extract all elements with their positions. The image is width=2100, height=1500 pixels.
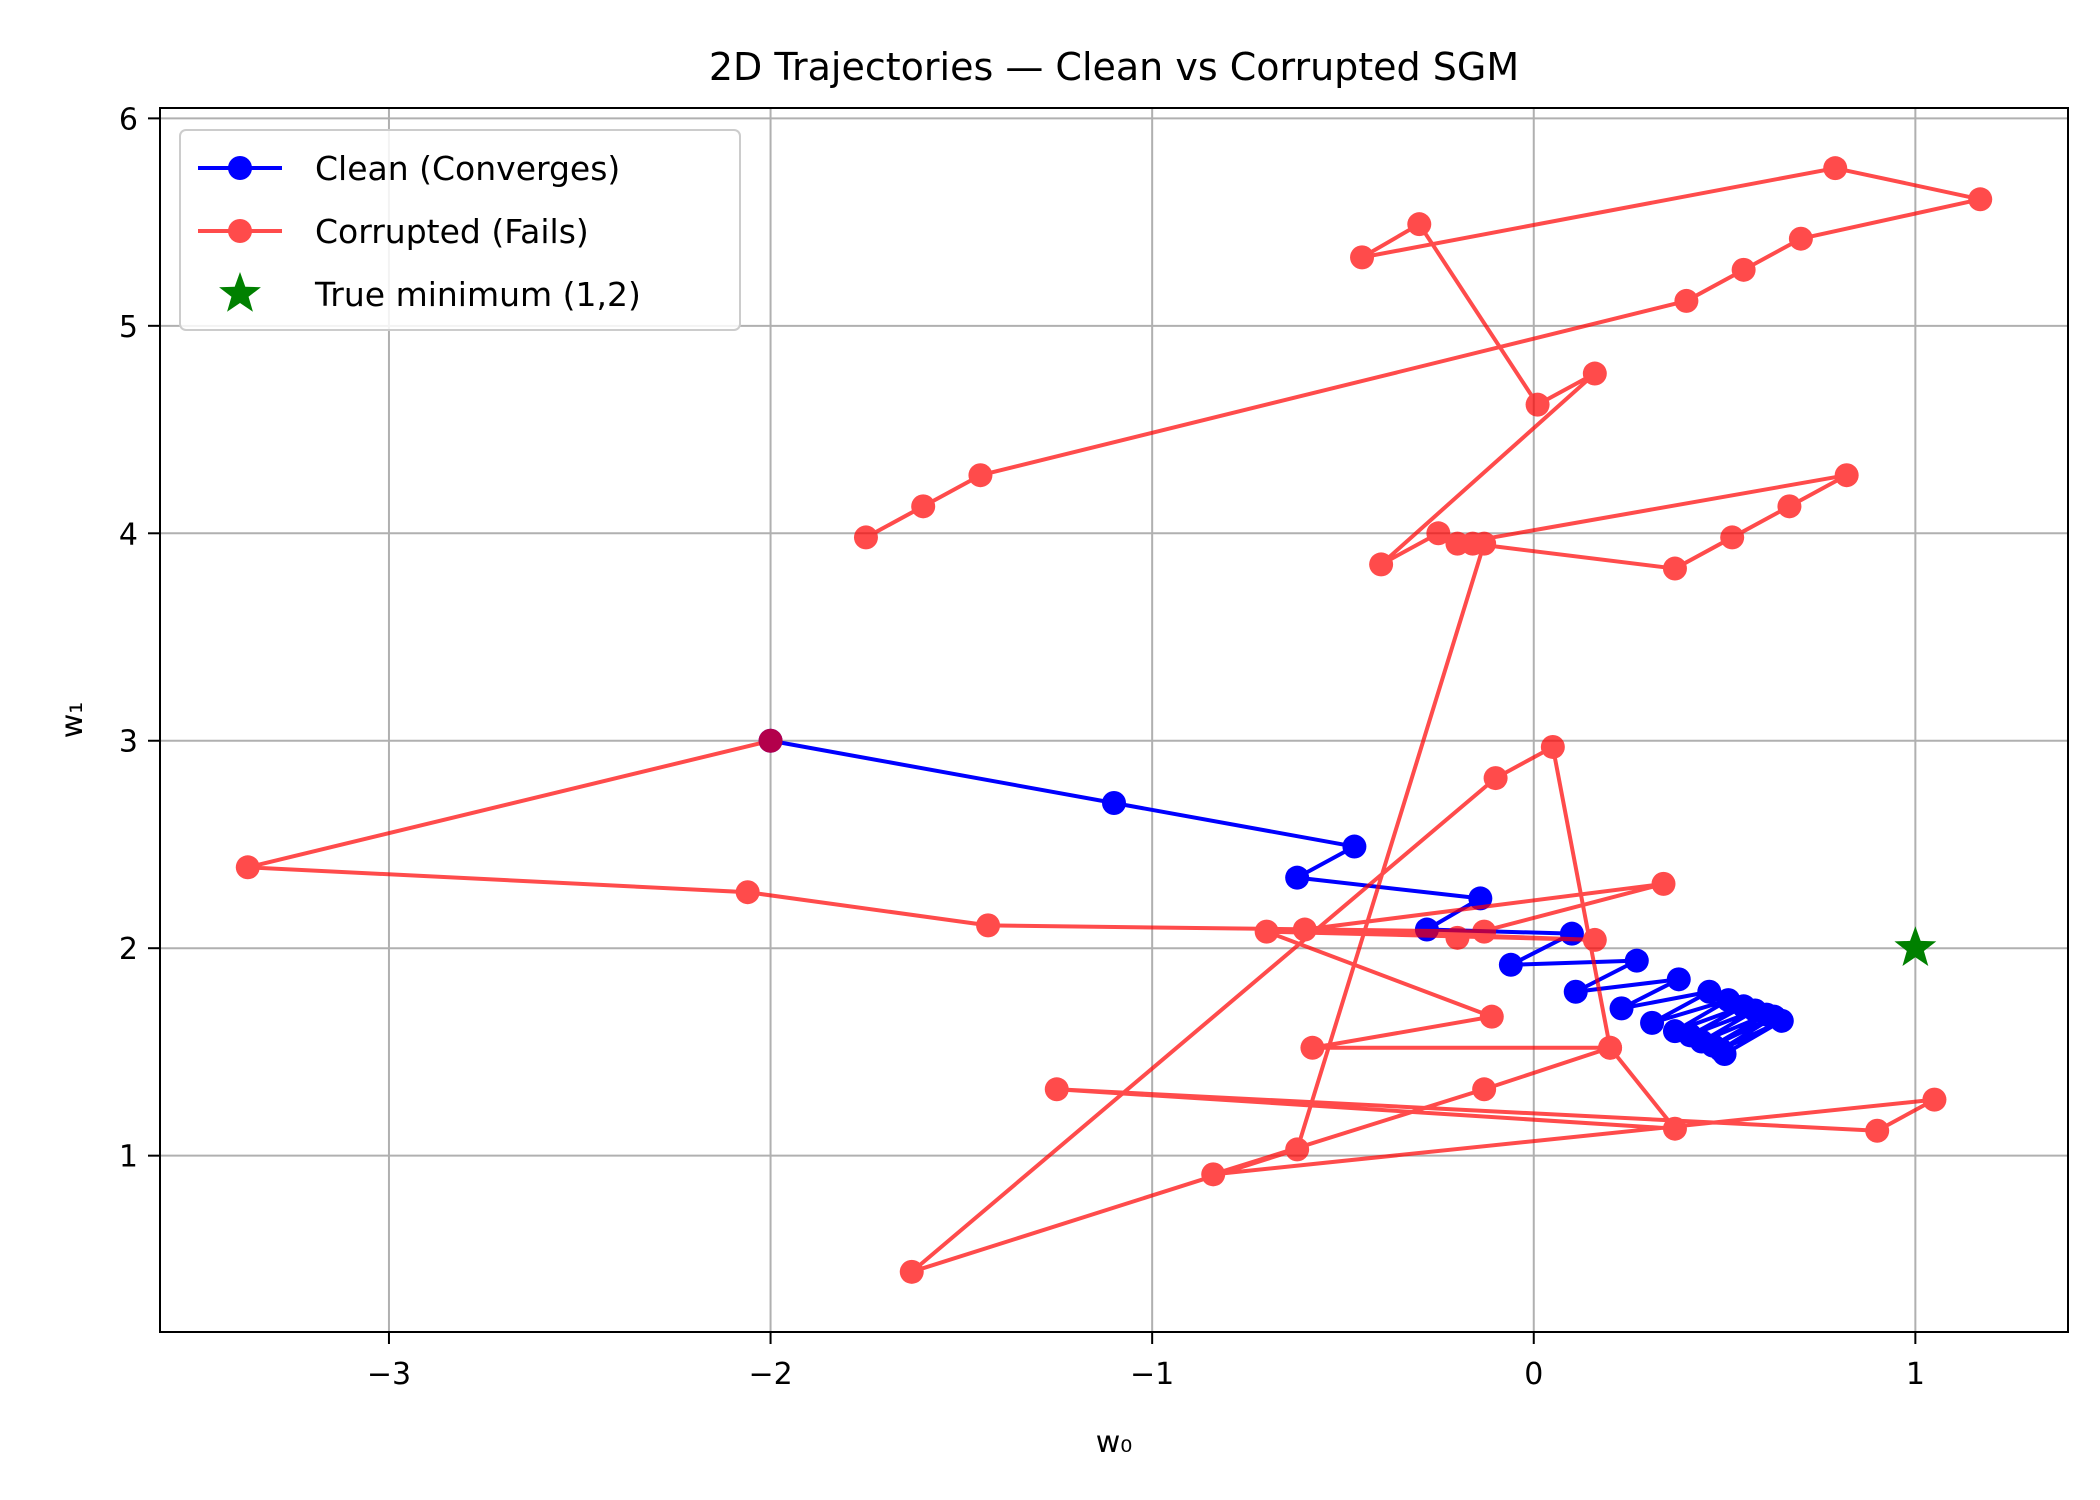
data-point xyxy=(853,525,878,550)
data-point xyxy=(976,913,1001,938)
axes-frame xyxy=(159,107,2069,1333)
data-point xyxy=(1712,1042,1737,1067)
data-point xyxy=(1498,952,1523,977)
data-point xyxy=(1300,1035,1325,1060)
y-axis-label: w₁ xyxy=(55,702,90,739)
data-point xyxy=(1559,921,1584,946)
x-tick-label: 1 xyxy=(1906,1357,1925,1392)
series-1 xyxy=(235,156,1993,1284)
data-point xyxy=(1445,531,1470,556)
data-point xyxy=(1609,996,1634,1021)
grid xyxy=(160,108,2068,1332)
data-point xyxy=(1540,734,1565,759)
legend-star-icon xyxy=(219,272,261,312)
data-point xyxy=(1582,927,1607,952)
data-point xyxy=(1369,552,1394,577)
data-point xyxy=(1662,1116,1687,1141)
data-point xyxy=(1285,1137,1310,1162)
data-point xyxy=(1598,1035,1623,1060)
data-point xyxy=(1483,766,1508,791)
data-point xyxy=(1662,556,1687,581)
legend-label: Clean (Converges) xyxy=(315,149,620,188)
data-point xyxy=(1479,1004,1504,1029)
chart-title: 2D Trajectories — Clean vs Corrupted SGM xyxy=(709,45,1519,89)
y-tick-label: 5 xyxy=(119,310,138,345)
data-point xyxy=(968,463,993,488)
true-minimum-star xyxy=(1894,926,1937,966)
legend-marker xyxy=(228,156,252,180)
data-point xyxy=(1788,226,1813,251)
x-axis-label: w₀ xyxy=(1096,1425,1133,1460)
data-point xyxy=(1865,1118,1890,1143)
y-tick-label: 3 xyxy=(119,725,138,760)
data-point xyxy=(1426,521,1451,546)
data-point xyxy=(1834,463,1859,488)
x-tick-label: 0 xyxy=(1524,1357,1543,1392)
legend-label: Corrupted (Fails) xyxy=(315,212,589,251)
plot-area xyxy=(235,156,1993,1284)
data-point xyxy=(1769,1008,1794,1033)
data-point xyxy=(1697,979,1722,1004)
data-point xyxy=(1640,1010,1665,1035)
legend-line-icon xyxy=(198,219,282,243)
data-point xyxy=(1468,886,1493,911)
legend-label: True minimum (1,2) xyxy=(314,275,641,314)
data-point xyxy=(1823,156,1848,181)
series-0 xyxy=(758,728,1794,1067)
data-point xyxy=(735,880,760,905)
data-point xyxy=(1292,917,1317,942)
data-point xyxy=(899,1259,924,1284)
data-point xyxy=(1666,967,1691,992)
ticks: −3 −2 −1 0 1 1 2 3 4 5 6 xyxy=(119,102,1925,1392)
data-point xyxy=(1624,948,1649,973)
data-point xyxy=(1777,494,1802,519)
data-point xyxy=(1044,1077,1069,1102)
series-line xyxy=(245,166,1983,1274)
data-point xyxy=(1102,790,1126,815)
data-point xyxy=(1525,392,1550,417)
data-point xyxy=(1731,257,1756,282)
y-tick-label: 2 xyxy=(119,932,138,967)
legend-item: Clean (Converges) xyxy=(198,149,620,188)
legend-marker xyxy=(228,219,252,243)
legend: Clean (Converges) Corrupted (Fails) True m… xyxy=(179,129,741,331)
data-point xyxy=(1563,979,1588,1004)
data-point xyxy=(235,855,260,880)
data-point xyxy=(1922,1087,1947,1112)
legend-line-icon xyxy=(198,156,282,180)
series-2 xyxy=(1894,926,1937,966)
y-tick-label: 6 xyxy=(119,102,138,137)
legend-box xyxy=(179,129,741,331)
y-tick-label: 4 xyxy=(119,517,138,552)
data-point xyxy=(1720,525,1745,550)
data-point xyxy=(1285,865,1310,890)
data-point xyxy=(1674,288,1699,313)
data-point xyxy=(1445,925,1470,950)
legend-item: Corrupted (Fails) xyxy=(198,212,589,251)
data-point xyxy=(1968,187,1993,212)
data-point xyxy=(1201,1162,1226,1187)
x-tick-label: −1 xyxy=(1130,1357,1174,1392)
x-tick-label: −3 xyxy=(367,1357,411,1392)
data-point xyxy=(1651,871,1676,896)
y-tick-label: 1 xyxy=(119,1140,138,1175)
data-point xyxy=(1254,919,1279,944)
data-point xyxy=(1342,834,1367,859)
data-point xyxy=(911,494,936,519)
data-point xyxy=(758,728,783,753)
legend-item: True minimum (1,2) xyxy=(219,272,641,314)
data-point xyxy=(1407,212,1432,237)
data-point xyxy=(1350,245,1375,270)
data-point xyxy=(1472,1077,1497,1102)
data-point xyxy=(1472,919,1497,944)
data-point xyxy=(1582,361,1607,386)
x-tick-label: −2 xyxy=(748,1357,792,1392)
